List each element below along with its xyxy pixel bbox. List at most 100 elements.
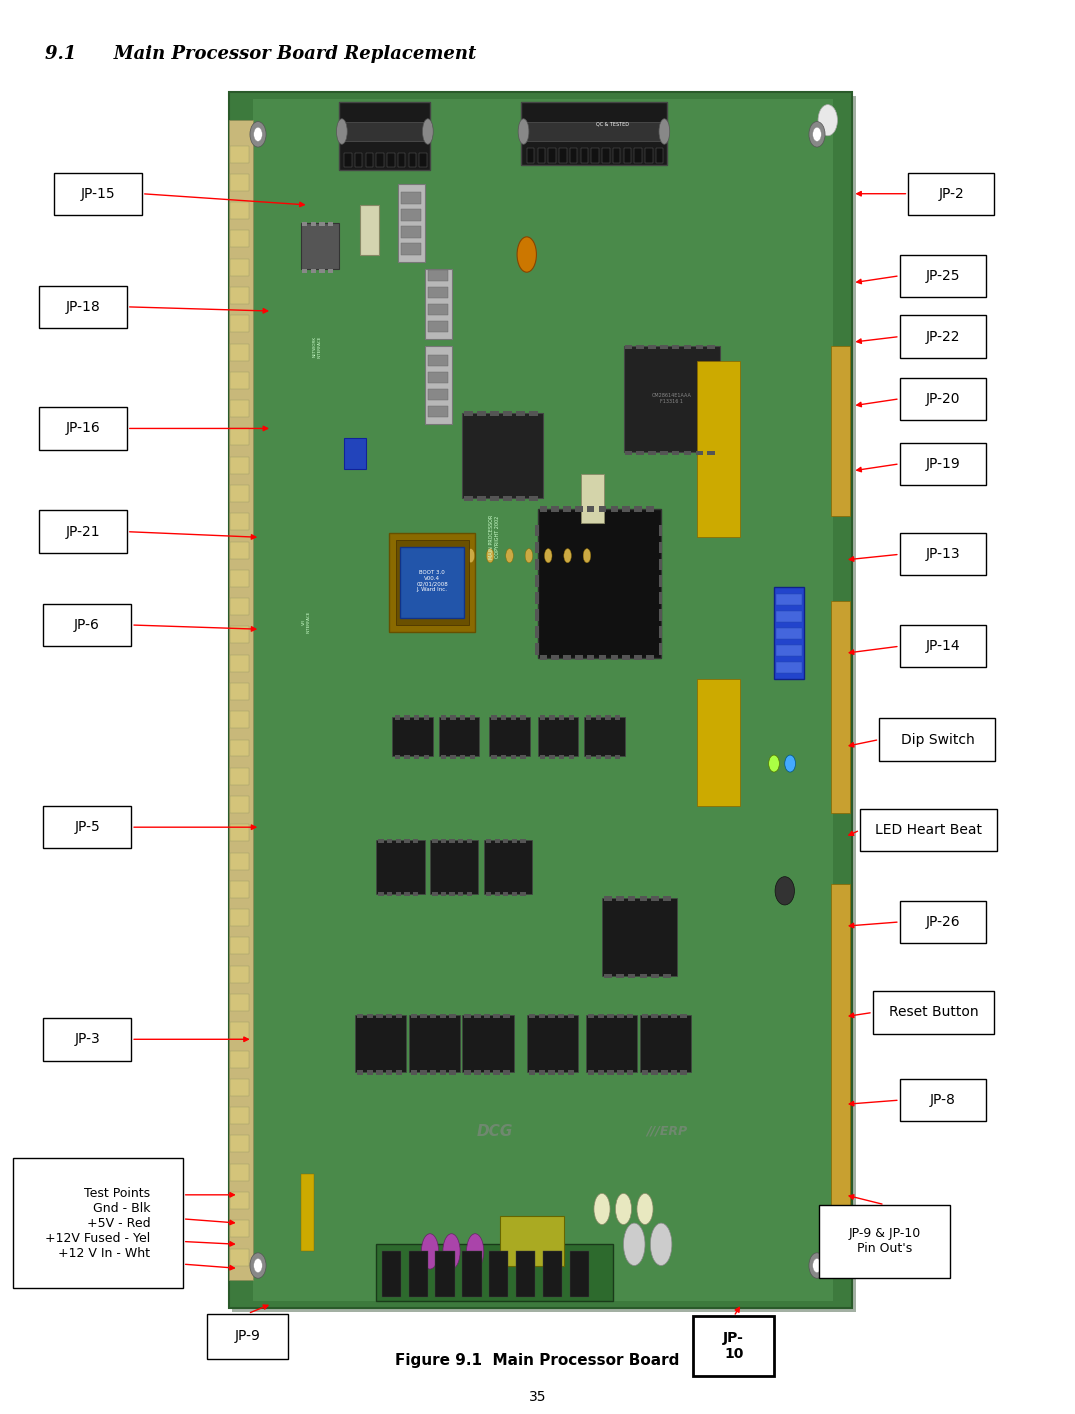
Bar	[464, 1070, 471, 1075]
Bar	[441, 755, 446, 759]
Bar	[392, 717, 433, 756]
Bar	[503, 839, 508, 843]
Bar	[398, 184, 425, 262]
Bar	[428, 321, 448, 332]
Bar	[301, 223, 339, 269]
FancyBboxPatch shape	[39, 510, 127, 553]
Bar	[464, 411, 473, 416]
Bar	[503, 411, 512, 416]
Bar	[529, 1014, 535, 1018]
Ellipse shape	[467, 1233, 484, 1270]
Bar	[339, 102, 430, 170]
Bar	[535, 626, 539, 638]
Bar	[540, 506, 547, 512]
Bar	[559, 715, 564, 720]
Bar	[494, 839, 500, 843]
Bar	[776, 611, 802, 622]
Bar	[559, 148, 567, 163]
Bar	[449, 1070, 456, 1075]
Bar	[596, 715, 601, 720]
Bar	[503, 496, 512, 501]
Bar	[642, 1070, 648, 1075]
Bar	[430, 1014, 436, 1018]
Bar	[230, 202, 249, 219]
Bar	[575, 506, 583, 512]
Bar	[570, 148, 577, 163]
Bar	[551, 506, 559, 512]
Bar	[389, 533, 475, 632]
Bar	[645, 148, 653, 163]
Bar	[663, 896, 671, 901]
Bar	[424, 715, 429, 720]
Text: JP-21: JP-21	[66, 525, 100, 539]
Bar	[605, 715, 611, 720]
Ellipse shape	[650, 1223, 672, 1266]
Text: JP-25: JP-25	[926, 269, 960, 283]
FancyBboxPatch shape	[693, 1316, 774, 1376]
Bar	[430, 1070, 436, 1075]
Bar	[302, 222, 307, 226]
Ellipse shape	[249, 1253, 267, 1278]
Bar	[419, 153, 427, 167]
Bar	[414, 715, 419, 720]
Bar	[408, 1251, 428, 1297]
Bar	[501, 755, 506, 759]
Bar	[460, 715, 465, 720]
Bar	[230, 1192, 249, 1209]
Bar	[357, 1070, 363, 1075]
Ellipse shape	[809, 1253, 826, 1278]
Bar	[230, 768, 249, 785]
Bar	[311, 222, 316, 226]
Bar	[539, 1070, 545, 1075]
Bar	[776, 645, 802, 656]
Bar	[587, 655, 594, 660]
Ellipse shape	[422, 119, 433, 144]
Bar	[615, 755, 620, 759]
Bar	[367, 1070, 373, 1075]
Bar	[548, 1070, 555, 1075]
Bar	[477, 496, 486, 501]
FancyBboxPatch shape	[900, 533, 986, 575]
Bar	[230, 994, 249, 1011]
Bar	[386, 1014, 392, 1018]
Bar	[230, 655, 249, 672]
Bar	[615, 715, 620, 720]
Bar	[229, 120, 253, 1280]
Text: JP-18: JP-18	[66, 300, 100, 314]
Bar	[598, 1070, 604, 1075]
Bar	[230, 598, 249, 615]
Bar	[386, 1070, 392, 1075]
Bar	[568, 1070, 574, 1075]
Bar	[646, 506, 654, 512]
Text: JP-9 & JP-10
Pin Out's: JP-9 & JP-10 Pin Out's	[848, 1227, 921, 1256]
Bar	[420, 1014, 427, 1018]
Bar	[522, 122, 665, 141]
Bar	[366, 153, 373, 167]
Bar	[428, 304, 448, 315]
Bar	[697, 361, 740, 537]
Bar	[378, 892, 384, 896]
Bar	[493, 1070, 500, 1075]
Bar	[671, 1070, 677, 1075]
Bar	[440, 1014, 446, 1018]
Bar	[774, 587, 804, 679]
Bar	[355, 1015, 406, 1072]
Bar	[396, 892, 401, 896]
Bar	[569, 755, 574, 759]
Bar	[551, 655, 559, 660]
Bar	[230, 542, 249, 559]
Bar	[602, 148, 610, 163]
Bar	[659, 609, 662, 621]
FancyBboxPatch shape	[43, 806, 131, 848]
Bar	[230, 230, 249, 247]
Bar	[558, 1070, 564, 1075]
Bar	[568, 1014, 574, 1018]
Bar	[232, 96, 856, 1312]
Bar	[401, 243, 421, 255]
Bar	[548, 148, 556, 163]
Bar	[588, 1070, 594, 1075]
Text: VFI
INTERFACE: VFI INTERFACE	[302, 611, 311, 633]
Bar	[549, 755, 555, 759]
Ellipse shape	[636, 1193, 654, 1225]
Bar	[230, 881, 249, 898]
